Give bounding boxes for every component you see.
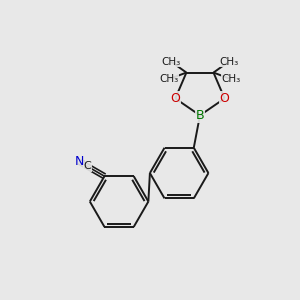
- Text: CH₃: CH₃: [160, 74, 179, 84]
- Text: CH₃: CH₃: [162, 57, 181, 67]
- Text: O: O: [220, 92, 230, 105]
- Text: C: C: [83, 161, 91, 171]
- Text: CH₃: CH₃: [219, 57, 238, 67]
- Text: CH₃: CH₃: [221, 74, 240, 84]
- Text: O: O: [170, 92, 180, 105]
- Text: B: B: [196, 109, 204, 122]
- Text: N: N: [74, 155, 84, 168]
